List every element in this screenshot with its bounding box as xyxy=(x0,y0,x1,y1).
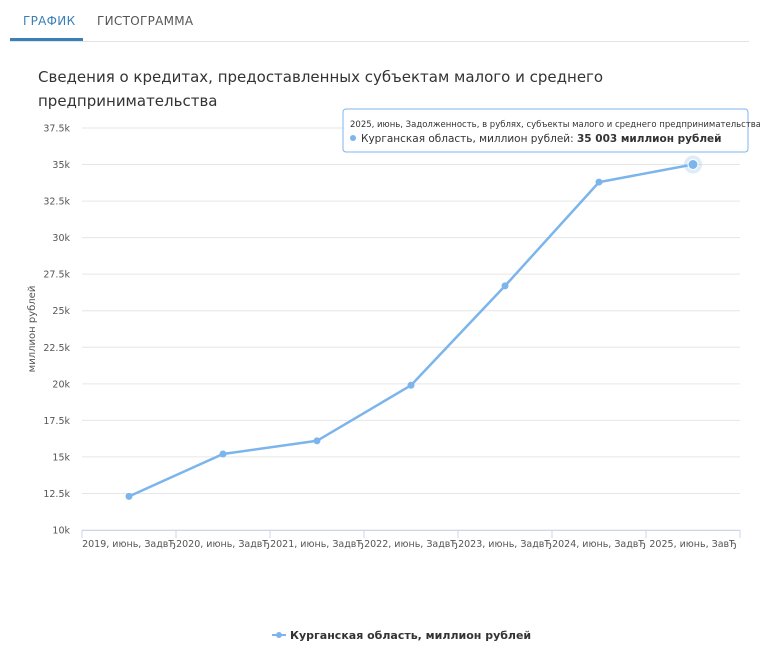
x-tick-label: 2021, июнь, ЗадвЂ xyxy=(270,539,364,550)
legend-marker xyxy=(276,632,282,638)
y-tick-label: 17.5k xyxy=(43,416,70,427)
chart-title-line-2: предпринимательства xyxy=(38,92,217,110)
x-tick-label: 2020, июнь, ЗадвЂ xyxy=(176,539,270,550)
x-tick-label: 2024, июнь, ЗадвЂ xyxy=(552,539,646,550)
data-point[interactable] xyxy=(407,381,415,389)
legend-label[interactable]: Курганская область, миллион рублей xyxy=(290,629,531,642)
y-tick-label: 15k xyxy=(52,452,70,463)
x-tick-label: 2025, июнь, ЗавЂ xyxy=(649,539,736,550)
tooltip-series-marker xyxy=(350,135,356,141)
data-point[interactable] xyxy=(687,159,699,171)
tooltip-body: Курганская область, миллион рублей: 35 0… xyxy=(361,133,722,145)
data-point[interactable] xyxy=(501,282,509,290)
y-tick-label: 35k xyxy=(52,160,70,171)
legend[interactable]: Курганская область, миллион рублей xyxy=(272,629,531,642)
tooltip-value: 35 003 миллион рублей xyxy=(577,133,722,145)
grid-lines xyxy=(82,127,740,531)
y-tick-label: 27.5k xyxy=(43,270,70,281)
x-axis-ticks: 2019, июнь, ЗадвЂ 2020, июнь, ЗадвЂ 2021, … xyxy=(81,530,741,550)
y-tick-label: 32.5k xyxy=(43,197,70,208)
x-tick-label: 2023, июнь, ЗадвЂ xyxy=(458,539,552,550)
y-tick-label: 37.5k xyxy=(43,124,70,135)
y-tick-label: 20k xyxy=(52,379,70,390)
data-point[interactable] xyxy=(595,178,603,186)
tooltip-box xyxy=(342,108,749,153)
y-axis-label: миллион рублей xyxy=(27,286,38,373)
tooltip: 2025, июнь, Задолженность, в рублях, суб… xyxy=(342,108,760,153)
series-points xyxy=(125,155,702,500)
chart-title-line-1: Сведения о кредитах, предоставленных суб… xyxy=(38,68,603,86)
x-tick-label: 2022, июнь, ЗадвЂ xyxy=(364,539,458,550)
data-point[interactable] xyxy=(219,450,227,458)
y-tick-label: 30k xyxy=(52,233,70,244)
tab-gistogramma[interactable]: ГИСТОГРАММА xyxy=(97,14,194,28)
tab-bar: ГРАФИК ГИСТОГРАММА xyxy=(10,0,749,42)
tooltip-header: 2025, июнь, Задолженность, в рублях, суб… xyxy=(350,120,760,130)
data-point[interactable] xyxy=(125,492,133,500)
y-tick-label: 25k xyxy=(52,306,70,317)
y-tick-label: 10k xyxy=(52,526,70,537)
y-axis-ticks: 10k 12.5k 15k 17.5k 20k 22.5k 25k 27.5k 30k 32.5k… xyxy=(43,124,70,537)
x-tick-label: 2019, июнь, ЗадвЂ xyxy=(82,539,176,550)
tooltip-series-label: Курганская область, миллион рублей: xyxy=(361,133,577,145)
tab-grafik[interactable]: ГРАФИК xyxy=(23,14,76,28)
active-tab-indicator xyxy=(10,38,83,41)
series-line xyxy=(128,163,694,498)
y-tick-label: 12.5k xyxy=(43,489,70,500)
data-point[interactable] xyxy=(313,437,321,445)
y-tick-label: 22.5k xyxy=(43,343,70,354)
